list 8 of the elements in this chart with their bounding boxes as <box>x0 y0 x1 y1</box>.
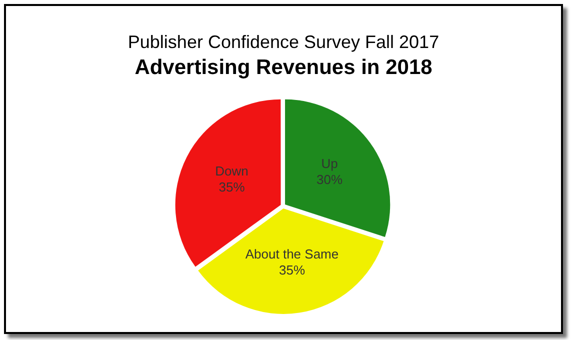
data-label: 35% <box>278 262 306 278</box>
slice-label: About the Same <box>245 246 339 262</box>
slice-label: Up <box>321 156 338 171</box>
data-label: 35% <box>218 179 246 194</box>
data-label: 30% <box>316 172 343 187</box>
chart-subtitle: Publisher Confidence Survey Fall 2017 <box>126 32 440 53</box>
chart-title: Advertising Revenues in 2018 <box>134 56 434 80</box>
slice-label: Down <box>215 163 248 178</box>
